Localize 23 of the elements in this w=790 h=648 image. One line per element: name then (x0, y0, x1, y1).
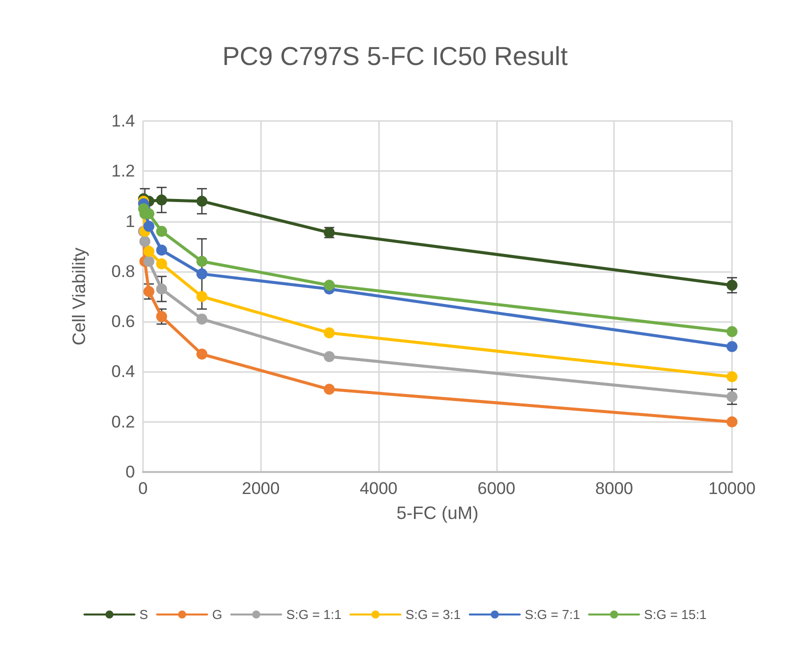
x-tick-label: 6000 (477, 479, 516, 498)
legend-label: S:G = 3:1 (405, 607, 461, 622)
y-tick-label: 0.6 (111, 312, 135, 332)
x-axis-title: 5-FC (uM) (396, 503, 478, 523)
legend-label: S:G = 15:1 (644, 607, 707, 622)
x-tick-label: 0 (138, 479, 148, 498)
x-tick-label: 4000 (360, 479, 398, 498)
y-tick-label: 0.4 (111, 362, 135, 382)
x-tick-label: 10000 (708, 479, 756, 498)
y-tick-label: 0.2 (111, 412, 135, 432)
y-tick-label: 0 (126, 462, 135, 482)
y-tick-label: 0.8 (111, 262, 135, 281)
y-tick-label: 1.2 (111, 162, 135, 181)
x-tick-label: 8000 (595, 479, 634, 498)
legend-label: S:G = 1:1 (286, 607, 342, 622)
legend-label: S (139, 607, 148, 622)
chart-title: PC9 C797S 5-FC IC50 Result (222, 41, 568, 71)
y-tick-label: 1 (126, 212, 135, 231)
x-tick-label: 2000 (242, 479, 280, 498)
legend-label: S:G = 7:1 (524, 607, 580, 622)
y-axis-title: Cell Viability (69, 248, 89, 346)
y-tick-label: 1.4 (111, 112, 135, 130)
legend-label: G (212, 607, 222, 622)
